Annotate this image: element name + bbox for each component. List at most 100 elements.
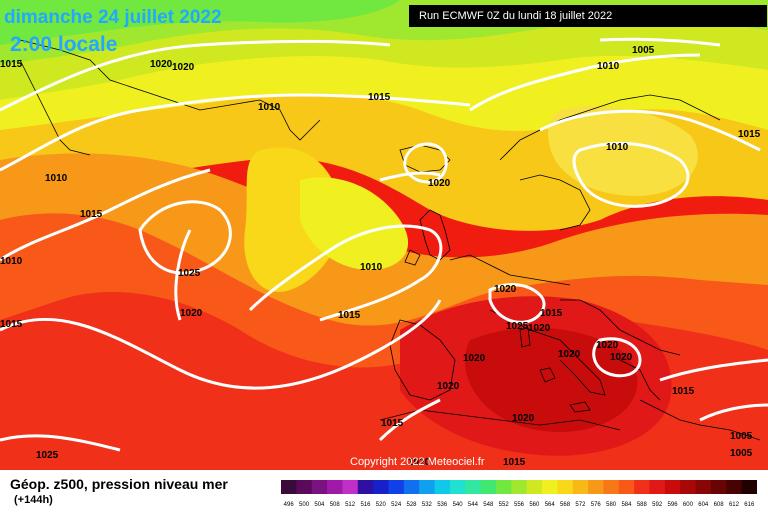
colorbar-tick-label: 612 <box>729 502 740 508</box>
isobar-label: 1020 <box>180 308 203 319</box>
colorbar-tick-label: 580 <box>606 502 617 508</box>
isobar-label: 1015 <box>381 418 404 429</box>
colorbar-swatch <box>465 480 482 494</box>
isobar-label: 1005 <box>632 45 655 56</box>
isobar-label: 1025 <box>36 450 59 461</box>
colorbar-swatch <box>281 480 297 494</box>
colorbar-tick-label: 552 <box>499 502 510 508</box>
colorbar-tick-label: 544 <box>468 502 479 508</box>
isobar-label: 1005 <box>730 431 753 442</box>
colorbar-tick-label: 572 <box>575 502 586 508</box>
colorbar-swatch <box>710 480 727 494</box>
isobar-label: 1010 <box>606 142 629 153</box>
isobar-label: 1020 <box>408 457 431 468</box>
isobar-label: 1020 <box>610 352 633 363</box>
colorbar-tick-label: 616 <box>744 502 755 508</box>
colorbar-swatch <box>664 480 681 494</box>
isobar-label: 1020 <box>494 284 517 295</box>
colorbar-swatch <box>311 480 328 494</box>
colorbar-tick-label: 536 <box>437 502 448 508</box>
colorbar-swatch <box>634 480 651 494</box>
forecast-date: dimanche 24 juillet 2022 <box>4 7 222 28</box>
colorbar-swatch <box>373 480 389 494</box>
weather-map: 1020 1020 1010 1015 1010 1015 1025 1020 … <box>0 0 768 470</box>
colorbar-tick-label: 520 <box>376 502 387 508</box>
isobar-label: 1015 <box>368 92 391 103</box>
colorbar-tick-label: 504 <box>314 502 325 508</box>
isobar-label: 1005 <box>730 448 753 459</box>
run-info: Run ECMWF 0Z du lundi 18 juillet 2022 <box>419 10 613 22</box>
colorbar-tick-label: 584 <box>621 502 632 508</box>
colorbar-tick-label: 528 <box>407 502 418 508</box>
colorbar-swatch <box>726 480 743 494</box>
isobar-label: 1010 <box>0 256 23 267</box>
colorbar-swatch <box>327 480 343 494</box>
colorbar-tick-label: 576 <box>591 502 602 508</box>
colorbar-tick-label: 608 <box>714 502 725 508</box>
colorbar-swatch <box>342 480 359 494</box>
colorbar-swatch <box>572 480 589 494</box>
colorbar-tick-label: 604 <box>698 502 709 508</box>
colorbar-tick-label: 600 <box>683 502 694 508</box>
isobar-label: 1010 <box>258 102 281 113</box>
geopotential-field <box>0 0 768 470</box>
colorbar-swatch <box>388 480 405 494</box>
colorbar-tick-label: 568 <box>560 502 571 508</box>
isobar-label: 1020 <box>558 349 581 360</box>
colorbar-tick-label: 596 <box>668 502 679 508</box>
colorbar-swatch <box>741 480 757 494</box>
isobar-label: 1010 <box>45 173 68 184</box>
colorbar-tick-label: 592 <box>652 502 663 508</box>
isobar-label: 1020 <box>596 340 619 351</box>
colorbar-tick-label: 540 <box>453 502 464 508</box>
colorbar-swatch <box>495 480 512 494</box>
isobar-label: 1015 <box>0 59 23 70</box>
isobar-label: 1020 <box>528 323 551 334</box>
colorbar-tick-label: 524 <box>391 502 402 508</box>
parameter-label: Géop. z500, pression niveau mer <box>10 476 228 492</box>
run-info-box <box>409 5 767 27</box>
colorbar-swatch <box>557 480 574 494</box>
colorbar-swatch <box>618 480 635 494</box>
colorbar-tick-label: 548 <box>483 502 494 508</box>
isobar-label: 1015 <box>80 209 103 220</box>
colorbar-swatch <box>526 480 543 494</box>
isobar-label: 1025 <box>178 268 201 279</box>
colorbar-swatch <box>649 480 666 494</box>
colorbar-swatch <box>542 480 558 494</box>
colorbar-swatch <box>449 480 466 494</box>
colorbar-swatch <box>695 480 712 494</box>
colorbar-swatch <box>296 480 313 494</box>
colorbar-swatch <box>603 480 620 494</box>
colorbar-tick-label: 560 <box>529 502 540 508</box>
isobar-label: 1020 <box>463 353 486 364</box>
colorbar-tick-label: 496 <box>284 502 295 508</box>
colorbar-swatch <box>588 480 604 494</box>
colorbar: 496 500 504 508 512 516 520 524 528 532 536 540 544 5… <box>281 480 757 508</box>
colorbar-tick-label: 532 <box>422 502 433 508</box>
isobar-label: 1015 <box>540 308 563 319</box>
isobar-label: 1015 <box>672 386 695 397</box>
isobar-label: 1015 <box>503 457 526 468</box>
colorbar-tick-label: 556 <box>514 502 525 508</box>
isobar-label: 1010 <box>597 61 620 72</box>
isobar-label: 1025 <box>506 321 529 332</box>
colorbar-tick-label: 500 <box>299 502 310 508</box>
colorbar-tick-label: 508 <box>330 502 341 508</box>
isobar-labels: 1020 1020 1010 1015 1010 1015 1025 1020 … <box>0 45 761 468</box>
isobars <box>0 37 768 452</box>
colorbar-swatch <box>357 480 374 494</box>
isobar-label: 1015 <box>738 129 761 140</box>
copyright: Copyright 2022 Meteociel.fr <box>350 456 485 468</box>
isobar-label: 1015 <box>338 310 361 321</box>
colorbar-swatch <box>511 480 528 494</box>
colorbar-tick-label: 588 <box>637 502 648 508</box>
colorbar-tick-label: 564 <box>545 502 556 508</box>
colorbar-swatch <box>403 480 420 494</box>
lead-time-label: (+144h) <box>14 494 53 506</box>
isobar-label: 1020 <box>512 413 535 424</box>
forecast-time: 2:00 locale <box>10 33 118 56</box>
isobar-label: 1020 <box>150 59 173 70</box>
colorbar-tick-label: 512 <box>345 502 356 508</box>
isobar-label: 1015 <box>0 319 23 330</box>
